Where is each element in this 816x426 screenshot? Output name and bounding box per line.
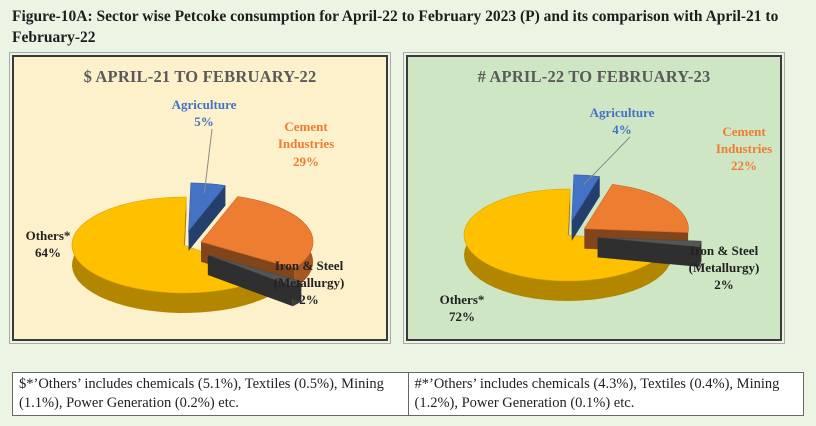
leader-line-agriculture	[583, 136, 631, 185]
footnote-right: #*’Others’ includes chemicals (4.3%), Te…	[407, 373, 804, 415]
chart-title-2022-23: # APRIL-22 TO FEBRUARY-23	[477, 67, 711, 86]
leader-line-agriculture	[203, 128, 213, 194]
chart-title-2021-22: $ APRIL-21 TO FEBRUARY-22	[83, 67, 317, 86]
slice-value-others: 72%	[449, 309, 475, 324]
slice-value-agriculture: 4%	[612, 122, 632, 137]
slice-value-iron-steel: 2%	[714, 277, 734, 292]
slice-label-iron-steel: Iron & Steel (Metallurgy)	[689, 243, 760, 275]
pie-slice-iron-steel	[597, 237, 702, 267]
slice-value-agriculture: 5%	[194, 114, 214, 129]
pie-chart-2021-22: Agriculture 5% Cement Industries 29% Iron & S…	[26, 97, 345, 313]
slice-label-agriculture: Agriculture	[172, 97, 237, 112]
footnotes-box: $*’Others’ includes chemicals (5.1%), Te…	[12, 372, 804, 416]
slice-label-cement-industries: Cement Industries	[278, 119, 334, 151]
pie-slice-agriculture	[188, 182, 226, 251]
slice-label-cement-industries: Cement Industries	[716, 124, 772, 156]
pie-chart-2022-23: Agriculture 4% Cement Industries 22% Iron & S…	[440, 105, 773, 324]
figure-title: Figure-10A: Sector wise Petcoke consumpt…	[12, 8, 779, 46]
slice-value-others: 64%	[35, 245, 61, 260]
slice-value-iron-steel: 2%	[299, 292, 319, 307]
slice-value-cement-industries: 22%	[731, 158, 757, 173]
slice-label-others: Others*	[26, 228, 71, 243]
slice-value-cement-industries: 29%	[293, 154, 319, 169]
pie-slice-agriculture	[571, 174, 601, 241]
slice-label-iron-steel: Iron & Steel (Metallurgy)	[274, 258, 345, 290]
slice-label-others: Others*	[440, 292, 485, 307]
footnote-left: $*’Others’ includes chemicals (5.1%), Te…	[19, 376, 384, 411]
pie-slice-iron-steel	[207, 254, 302, 307]
chart-panel-2022-23: # APRIL-22 TO FEBRUARY-23 Agriculture 4% C…	[403, 52, 785, 344]
chart-panel-2021-22: $ APRIL-21 TO FEBRUARY-22 Agriculture 5% C…	[9, 52, 391, 344]
slice-label-agriculture: Agriculture	[590, 105, 655, 120]
